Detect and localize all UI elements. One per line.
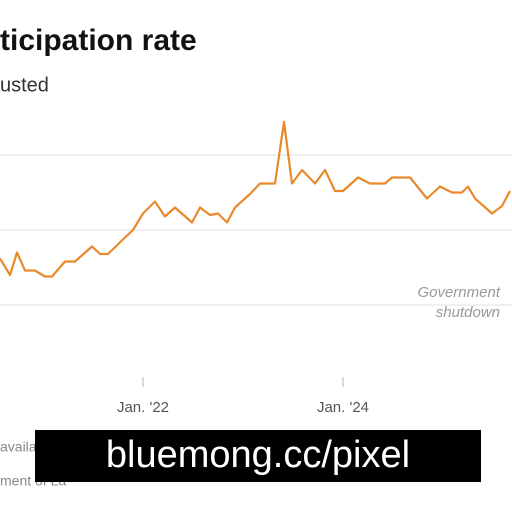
data-line [0, 120, 511, 278]
annotation: Government [417, 284, 500, 301]
watermark: bluemong.cc/pixel [106, 434, 410, 476]
chart-title: ticipation rate [0, 24, 197, 57]
plot: Jan. '22 Jan. '24 [0, 120, 512, 416]
watermark-box [35, 430, 481, 482]
chart-subtitle: usted [0, 74, 49, 96]
x-tick-label: Jan. '22 [117, 399, 169, 416]
footnote: availa [0, 439, 37, 455]
x-tick-label: Jan. '24 [317, 399, 369, 416]
annotation: shutdown [436, 304, 500, 321]
